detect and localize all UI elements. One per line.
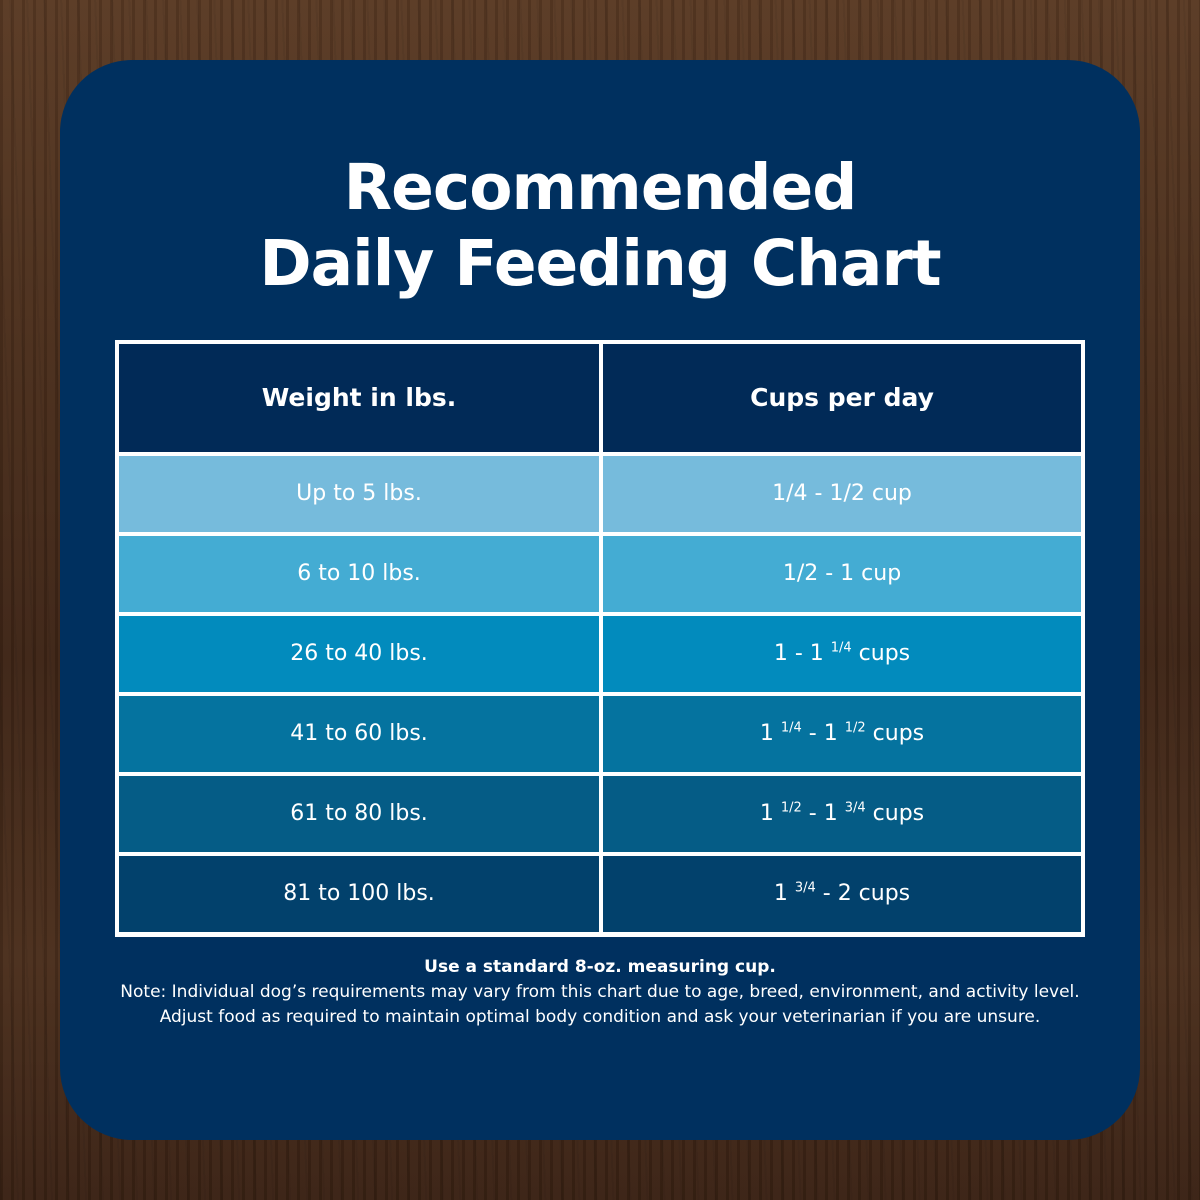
cups-label: 1/4 - 1/2 cup [772,481,912,506]
header-cups-label: Cups per day [750,383,934,412]
weight-label: Up to 5 lbs. [296,481,422,506]
cups-cell: 1/2 - 1 cup [603,536,1081,612]
cups-label: 1/2 - 1 cup [782,561,902,586]
weight-label: 81 to 100 lbs. [283,881,435,906]
weight-cell: 81 to 100 lbs. [119,856,599,932]
weight-cell: 26 to 40 lbs. [119,616,599,692]
weight-cell: 6 to 10 lbs. [119,536,599,612]
header-cups: Cups per day [603,344,1081,452]
title-line-1: Recommended [343,151,858,224]
weight-cell: 61 to 80 lbs. [119,776,599,852]
header-weight-label: Weight in lbs. [261,383,457,412]
cups-cell: 1 1/4 - 1 1/2 cups [603,696,1081,772]
weight-cell: Up to 5 lbs. [119,456,599,532]
disclaimer-note: Note: Individual dog’s requirements may … [120,982,1080,1027]
weight-label: 41 to 60 lbs. [290,721,428,746]
cups-label: 1 1/2 - 1 3/4 cups [759,800,925,826]
weight-label: 26 to 40 lbs. [290,641,428,666]
cups-label: 1 - 1 1/4 cups [773,640,911,666]
cups-cell: 1/4 - 1/2 cup [603,456,1081,532]
title-line-2: Daily Feeding Chart [259,227,941,300]
weight-label: 6 to 10 lbs. [297,561,421,586]
header-weight: Weight in lbs. [119,344,599,452]
notes: Use a standard 8-oz. measuring cup. Note… [100,955,1100,1030]
measuring-cup-note: Use a standard 8-oz. measuring cup. [424,957,776,977]
feeding-table: Weight in lbs. Cups per day Up to 5 lbs.… [115,340,1085,937]
cups-label: 1 3/4 - 2 cups [773,880,911,906]
chart-title: Recommended Daily Feeding Chart [0,150,1200,302]
weight-label: 61 to 80 lbs. [290,801,428,826]
weight-cell: 41 to 60 lbs. [119,696,599,772]
cups-cell: 1 3/4 - 2 cups [603,856,1081,932]
cups-cell: 1 - 1 1/4 cups [603,616,1081,692]
cups-label: 1 1/4 - 1 1/2 cups [759,720,925,746]
cups-cell: 1 1/2 - 1 3/4 cups [603,776,1081,852]
